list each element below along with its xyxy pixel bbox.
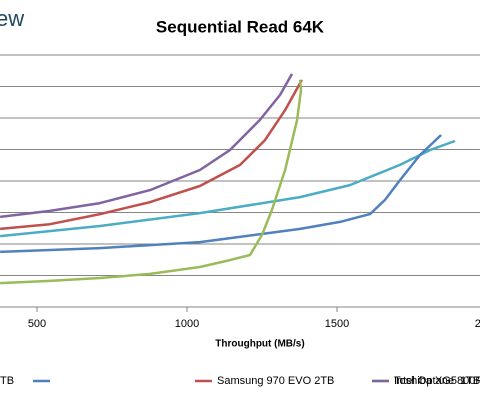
- chart-title: Sequential Read 64K: [156, 17, 325, 36]
- series-line: [0, 73, 294, 219]
- logo: ew: [0, 6, 24, 31]
- x-tick-label: 1000: [175, 318, 199, 330]
- x-tick-label: 500: [28, 318, 46, 330]
- x-tick-label: 1500: [325, 318, 349, 330]
- series-line: [0, 79, 303, 285]
- legend-label: Samsung 970 EVO 2TB: [217, 375, 334, 387]
- x-axis-label: Throughput (MB/s): [215, 339, 304, 350]
- legend-label: TB: [0, 375, 14, 387]
- x-tick-label: 2000: [475, 318, 480, 330]
- series-line: [0, 134, 442, 254]
- series-line: [0, 79, 303, 231]
- series-line: [0, 139, 456, 238]
- legend-label: Intel Optane 800P 118GB: [394, 375, 480, 387]
- legend-label: Toshiba XG5 1TB: [394, 375, 480, 387]
